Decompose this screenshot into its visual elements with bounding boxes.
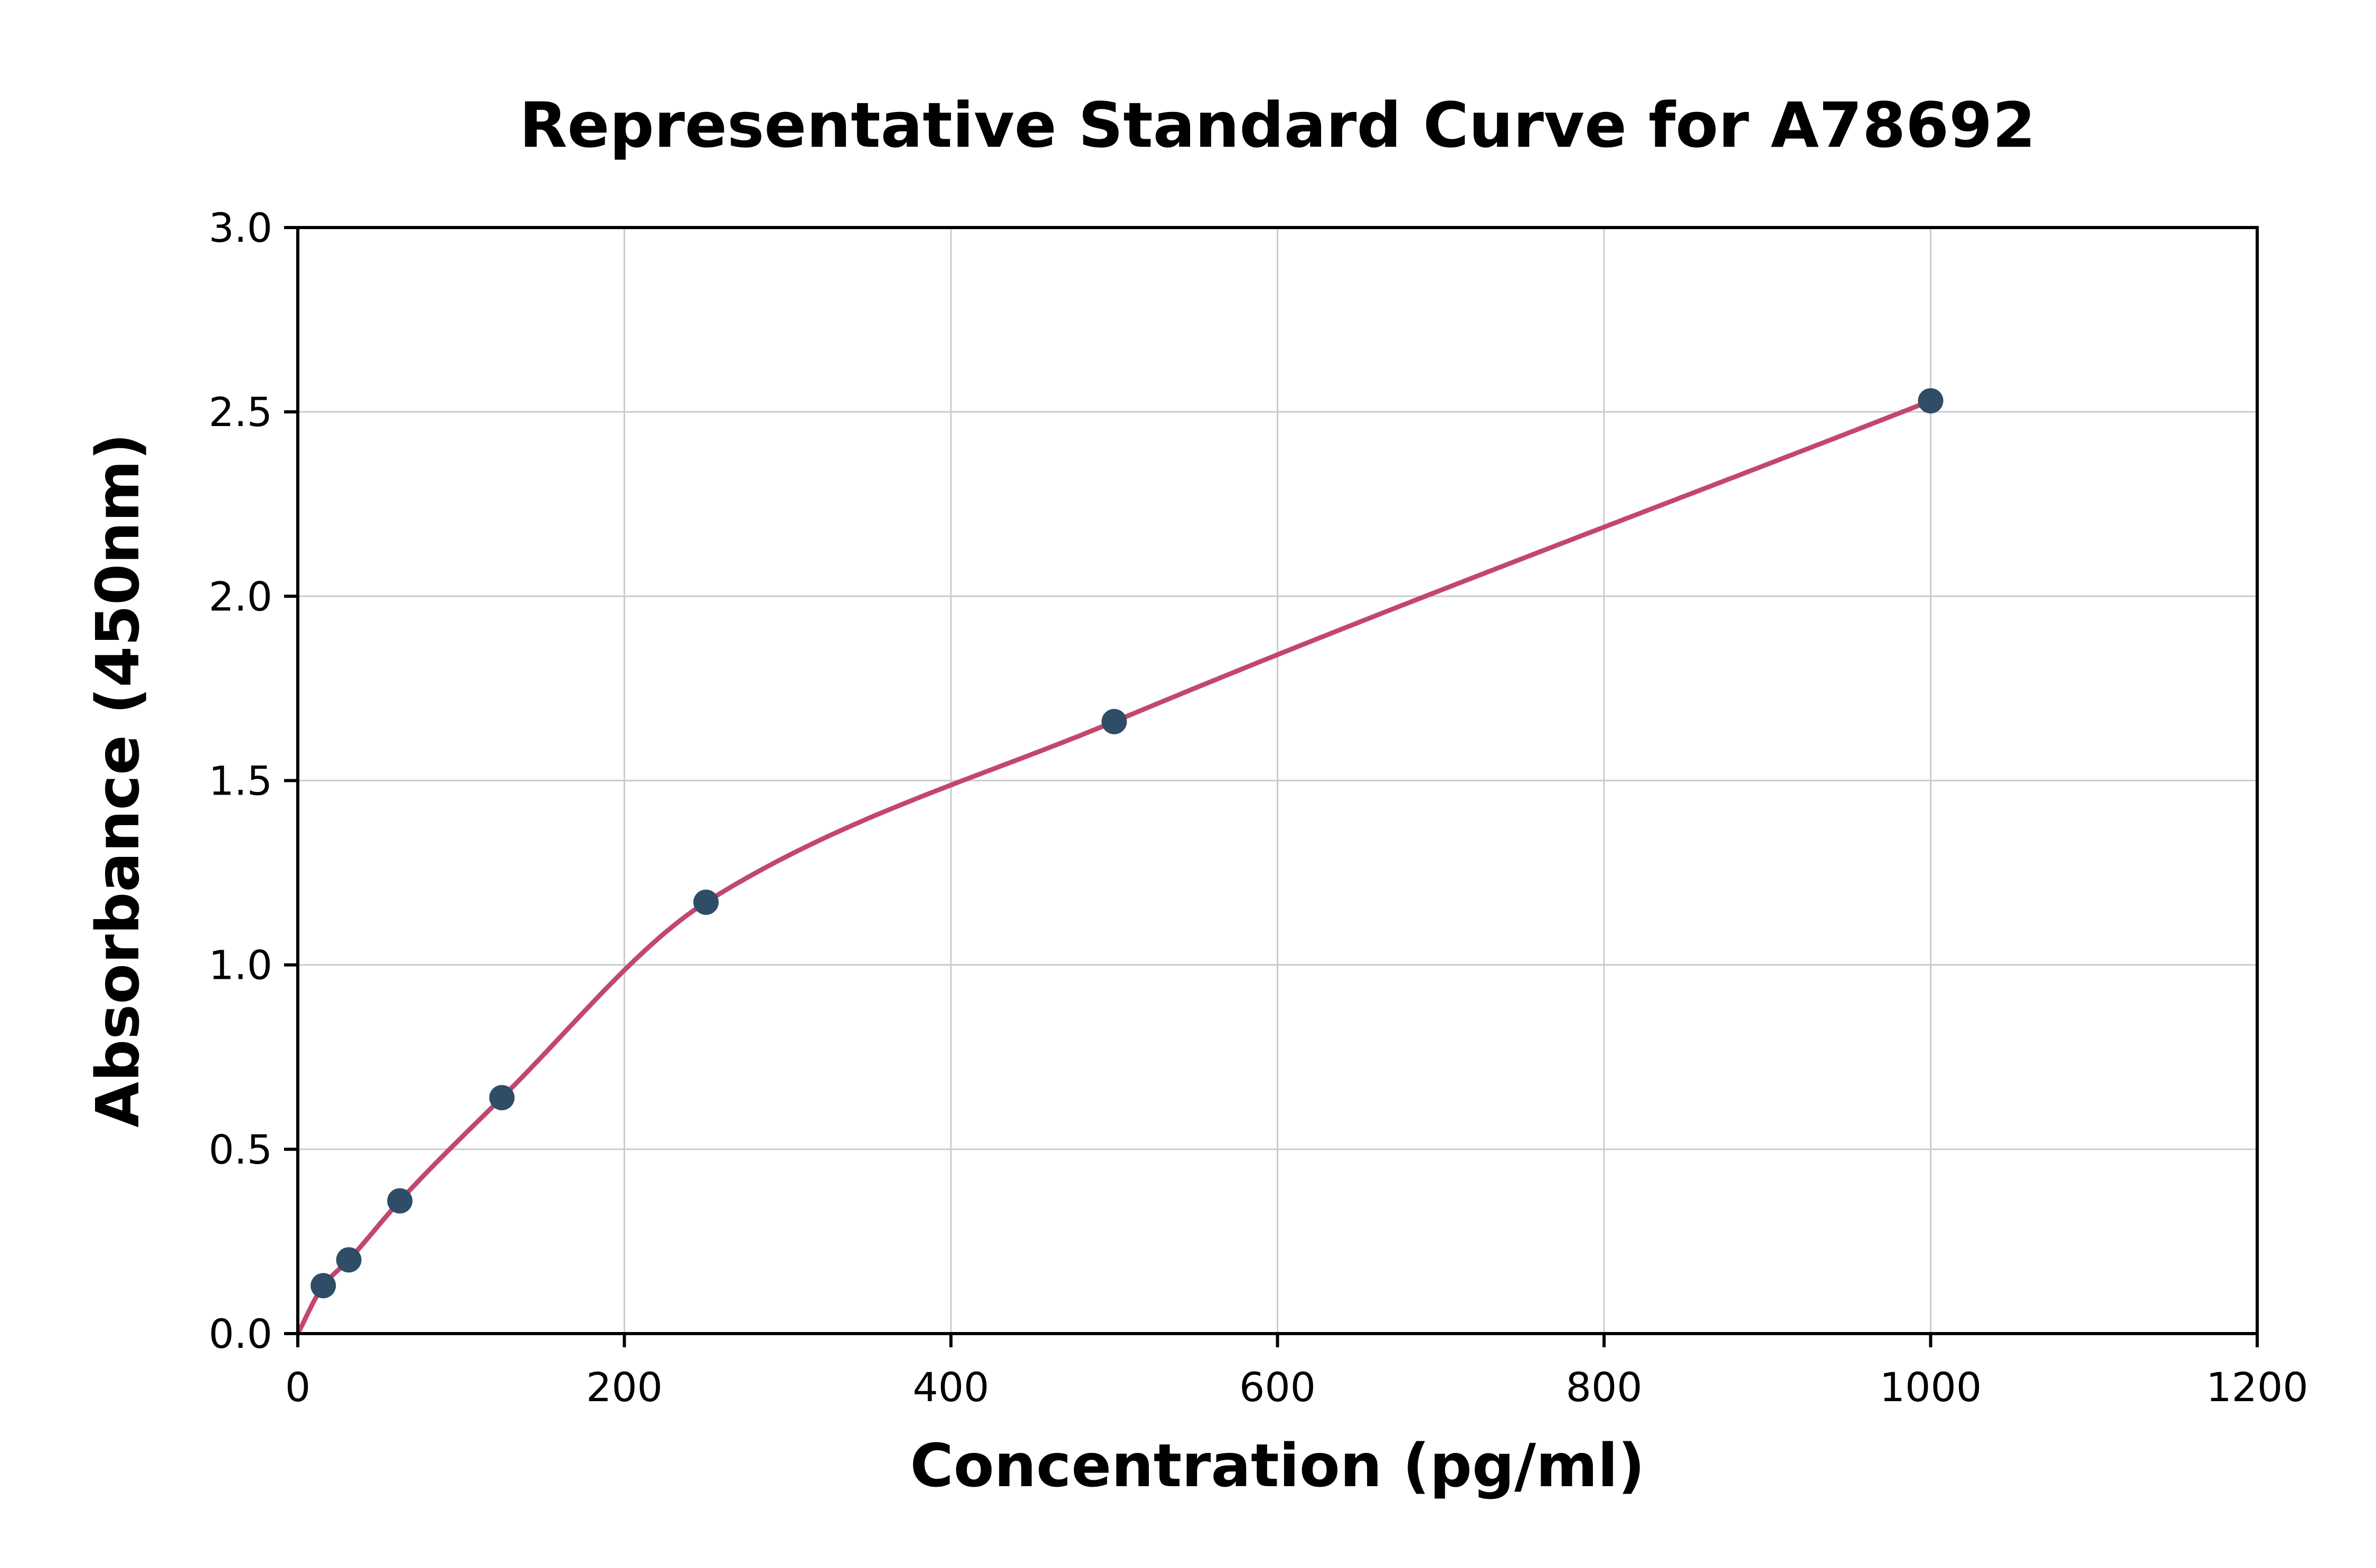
y-tick-label: 0.5 — [209, 1126, 272, 1173]
data-point — [489, 1085, 515, 1111]
data-point — [1918, 388, 1944, 414]
y-tick-label: 0.0 — [209, 1310, 272, 1357]
tick-labels: 0 200 400 600 800 1000 1200 0.0 0.5 1.0 1.5 2.0 2.5 3… — [209, 204, 2308, 1411]
x-tick-label: 200 — [586, 1364, 663, 1411]
data-points — [310, 388, 1944, 1299]
x-tick-label: 0 — [285, 1364, 310, 1411]
data-point — [336, 1247, 362, 1273]
y-tick-label: 2.0 — [209, 573, 272, 620]
tick-marks — [284, 226, 2259, 1347]
x-tick-label: 1000 — [1880, 1364, 1982, 1411]
y-tick-label: 2.5 — [209, 389, 272, 436]
x-tick-label: 800 — [1566, 1364, 1642, 1411]
data-point — [310, 1273, 336, 1299]
y-tick-label: 1.5 — [209, 758, 272, 805]
x-tick-label: 400 — [912, 1364, 989, 1411]
x-axis-label: Concentration (pg/ml) — [910, 1432, 1645, 1500]
data-point — [1101, 709, 1127, 734]
y-tick-label: 1.0 — [209, 942, 272, 989]
data-point — [693, 889, 719, 915]
y-tick-label: 3.0 — [209, 204, 272, 251]
chart-title: Representative Standard Curve for A78692 — [519, 89, 2036, 162]
data-point — [387, 1188, 413, 1214]
x-tick-label: 600 — [1239, 1364, 1316, 1411]
x-tick-label: 1200 — [2206, 1364, 2308, 1411]
